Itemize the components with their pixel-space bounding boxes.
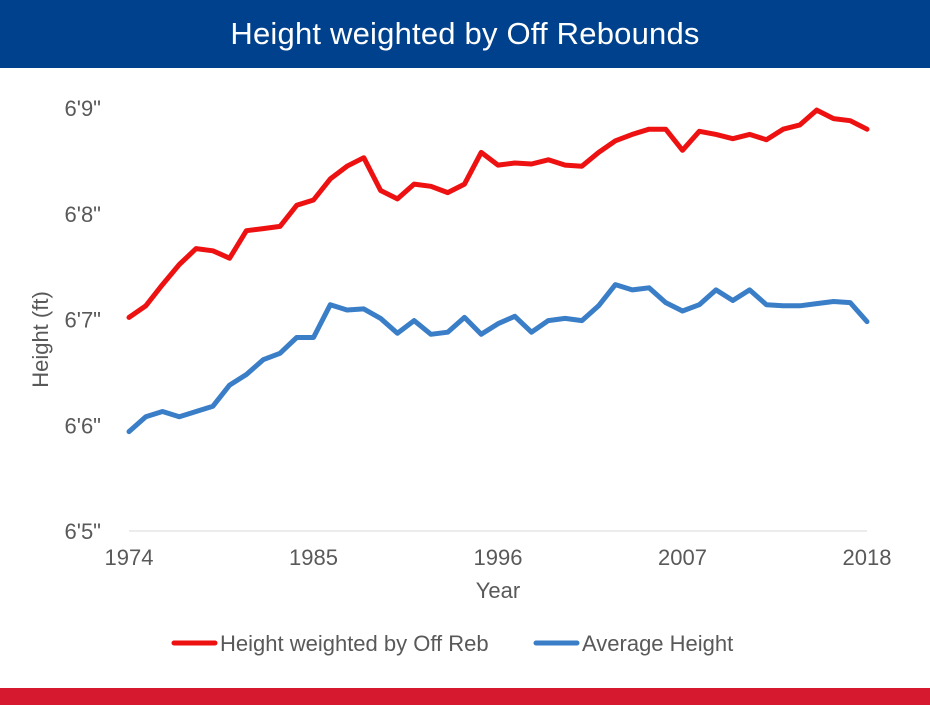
y-tick-label: 6'5" [65, 519, 101, 544]
y-tick-label: 6'9" [65, 96, 101, 121]
chart-series [126, 107, 870, 435]
y-tick-label: 6'6" [65, 413, 101, 438]
y-tick-label: 6'8" [65, 202, 101, 227]
chart-legend: Height weighted by Off Reb Average Height [171, 631, 733, 656]
series-line-average-height [126, 282, 870, 435]
line-chart: 6'5" 6'6" 6'7" 6'8" 6'9" 1974 1985 1996 2007 2018… [28, 96, 891, 656]
x-tick-label: 2007 [658, 545, 707, 570]
chart-header: Height weighted by Off Rebounds [0, 0, 930, 68]
x-tick-label: 1985 [289, 545, 338, 570]
footer-bar [0, 688, 930, 705]
chart-area: 6'5" 6'6" 6'7" 6'8" 6'9" 1974 1985 1996 2007 2018… [0, 68, 930, 688]
chart-axes: 6'5" 6'6" 6'7" 6'8" 6'9" 1974 1985 1996 2007 2018… [28, 96, 891, 603]
x-tick-label: 1974 [105, 545, 154, 570]
chart-title: Height weighted by Off Rebounds [230, 16, 700, 51]
y-tick-label: 6'7" [65, 308, 101, 333]
series-line-off-reb [126, 107, 870, 320]
legend-label: Height weighted by Off Reb [220, 631, 489, 656]
x-axis-title: Year [476, 578, 520, 603]
y-axis-title: Height (ft) [28, 291, 53, 388]
legend-label: Average Height [582, 631, 733, 656]
x-tick-label: 2018 [843, 545, 892, 570]
x-tick-label: 1996 [474, 545, 523, 570]
